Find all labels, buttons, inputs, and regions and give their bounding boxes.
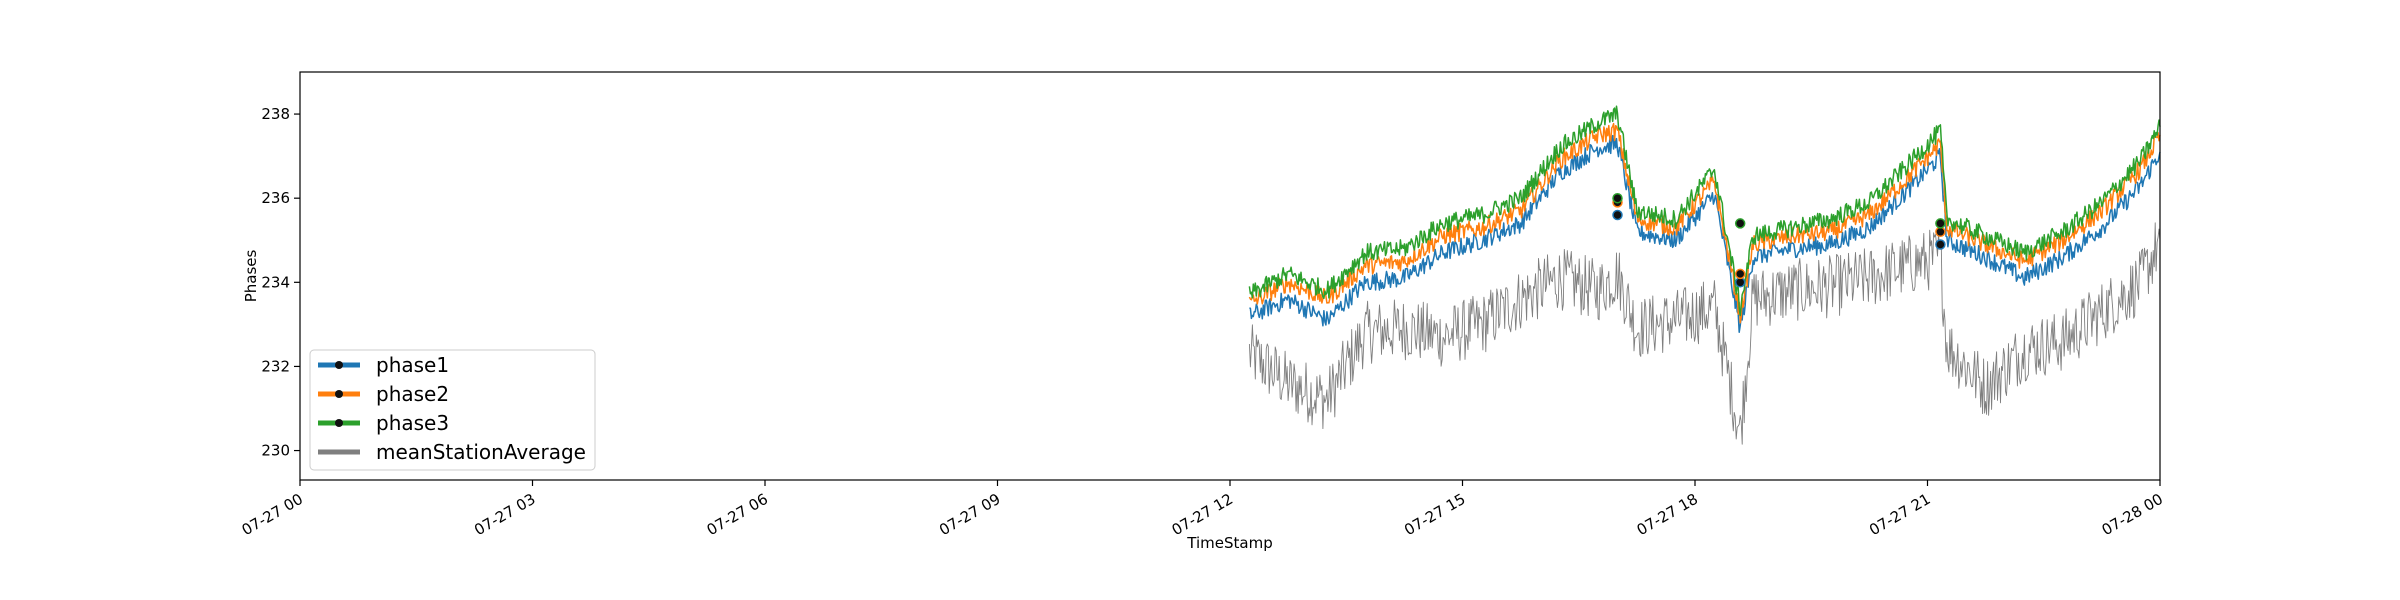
marker-phase2-2 bbox=[1935, 226, 1946, 238]
y-axis-title: Phases bbox=[242, 250, 260, 303]
legend: phase1 phase2 phase3 meanStationAverage bbox=[309, 349, 596, 471]
marker-phase1-2 bbox=[1935, 239, 1946, 250]
legend-item-phase3: phase3 bbox=[318, 411, 449, 435]
legend-marker bbox=[335, 419, 343, 427]
x-axis: 07-27 00 07-27 03 07-27 06 07-27 09 07-27 12… bbox=[239, 480, 2166, 539]
x-axis-title: TimeStamp bbox=[1186, 534, 1272, 552]
marker-phase2-1 bbox=[1734, 268, 1746, 280]
marker-phase3-2 bbox=[1935, 218, 1946, 229]
marker-phase3-1 bbox=[1734, 218, 1746, 229]
legend-marker bbox=[335, 361, 343, 369]
y-axis: 230 232 234 236 238 bbox=[261, 105, 300, 460]
legend-label: phase3 bbox=[376, 411, 449, 435]
legend-item-meanStationAverage: meanStationAverage bbox=[318, 440, 586, 464]
x-tick-label: 07-27 03 bbox=[471, 490, 538, 539]
legend-marker bbox=[335, 390, 343, 398]
x-tick-label: 07-27 15 bbox=[1401, 490, 1468, 539]
marker-phase1-0 bbox=[1612, 209, 1623, 221]
series-line-phase2 bbox=[1248, 122, 2161, 324]
series-line-phase1 bbox=[1249, 134, 2161, 333]
series-layer bbox=[1248, 105, 2161, 445]
series-line-meanStationAverage bbox=[1248, 222, 2161, 445]
y-tick-label: 236 bbox=[261, 189, 290, 207]
legend-box bbox=[309, 349, 596, 471]
x-tick-label: 07-28 00 bbox=[2099, 490, 2166, 539]
x-tick-label: 07-27 00 bbox=[239, 490, 306, 539]
x-tick-label: 07-27 06 bbox=[704, 490, 771, 539]
legend-item-phase2: phase2 bbox=[318, 382, 449, 406]
y-tick-label: 230 bbox=[261, 442, 290, 460]
legend-label: meanStationAverage bbox=[376, 440, 586, 464]
x-tick-label: 07-27 21 bbox=[1866, 490, 1933, 539]
x-tick-label: 07-27 09 bbox=[936, 490, 1003, 539]
marker-layer bbox=[1612, 192, 1946, 288]
x-tick-label: 07-27 12 bbox=[1169, 490, 1236, 539]
plot-area bbox=[300, 72, 2160, 480]
x-tick-label: 07-27 18 bbox=[1634, 490, 1701, 539]
y-tick-label: 238 bbox=[261, 105, 290, 123]
y-tick-label: 232 bbox=[261, 357, 290, 375]
legend-label: phase1 bbox=[376, 353, 449, 377]
legend-item-phase1: phase1 bbox=[318, 353, 449, 377]
marker-phase3-0 bbox=[1612, 192, 1623, 204]
y-tick-label: 234 bbox=[261, 273, 290, 291]
series-line-phase3 bbox=[1248, 105, 2161, 317]
legend-label: phase2 bbox=[376, 382, 449, 406]
